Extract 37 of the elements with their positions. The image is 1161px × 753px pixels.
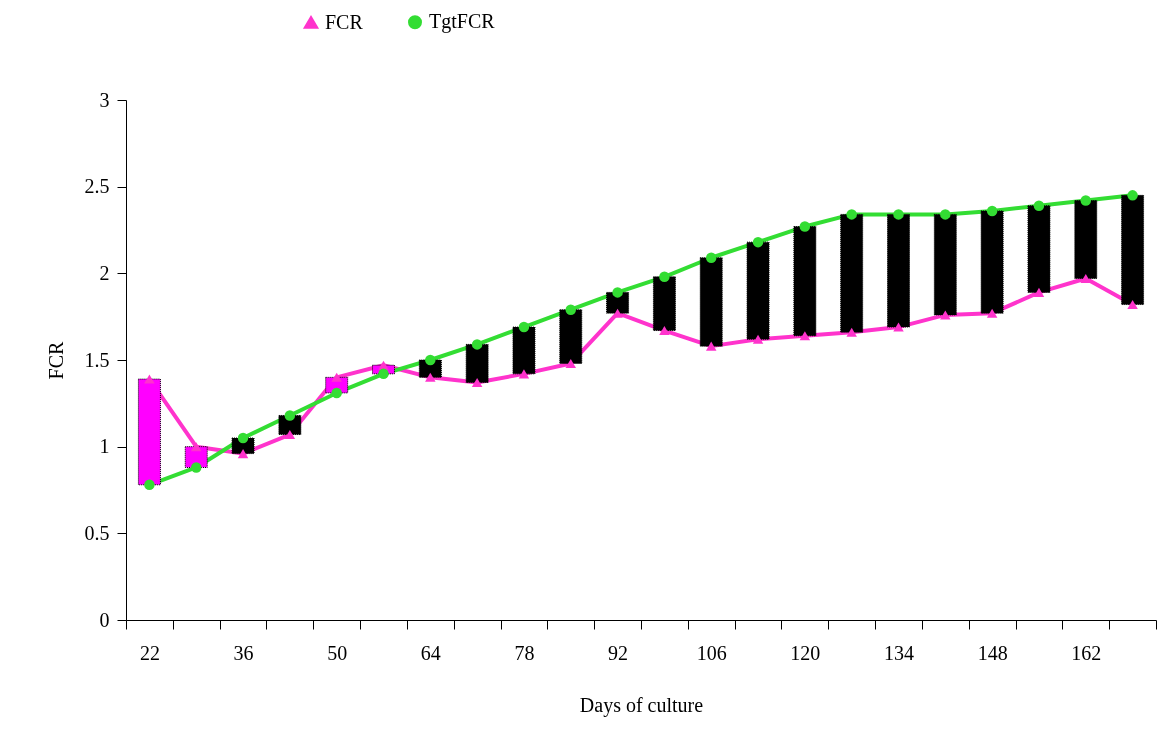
bar xyxy=(512,326,536,375)
bar xyxy=(887,213,910,328)
y-tick-label: 3 xyxy=(99,88,110,111)
x-axis-title: Days of culture xyxy=(579,693,704,717)
bar xyxy=(746,241,770,340)
bar xyxy=(559,309,583,364)
x-tick-label: 106 xyxy=(696,641,727,664)
x-tick-label: 148 xyxy=(977,641,1008,664)
legend-label: FCR xyxy=(325,10,364,33)
bar xyxy=(465,343,489,384)
bar xyxy=(980,210,1004,314)
bar xyxy=(840,213,864,333)
x-tick-label: 120 xyxy=(790,641,821,664)
x-tick-label: 92 xyxy=(608,641,629,664)
x-tick-label: 134 xyxy=(884,641,914,664)
bar xyxy=(1027,205,1051,293)
y-tick-label: 1.5 xyxy=(84,348,110,371)
bar xyxy=(699,257,723,347)
bar xyxy=(137,378,161,486)
x-tick-label: 162 xyxy=(1071,641,1102,664)
x-tick-label: 36 xyxy=(233,641,254,664)
bar xyxy=(793,226,817,337)
bar xyxy=(1074,200,1098,280)
y-axis-title: FCR xyxy=(44,340,67,380)
bar xyxy=(933,213,957,316)
legend-label: TgtFCR xyxy=(429,10,496,34)
y-tick-label: 1 xyxy=(99,435,110,458)
x-tick-label: 78 xyxy=(514,641,535,664)
y-tick-label: 2 xyxy=(99,261,110,284)
x-tick-label: 22 xyxy=(139,641,160,664)
x-tick-label: 64 xyxy=(420,641,441,664)
bar xyxy=(1121,194,1145,306)
bar xyxy=(652,276,676,332)
x-tick-label: 50 xyxy=(327,641,348,664)
y-tick-label: 0.5 xyxy=(84,521,110,544)
y-tick-label: 2.5 xyxy=(84,175,110,198)
y-tick-label: 0 xyxy=(99,608,110,631)
